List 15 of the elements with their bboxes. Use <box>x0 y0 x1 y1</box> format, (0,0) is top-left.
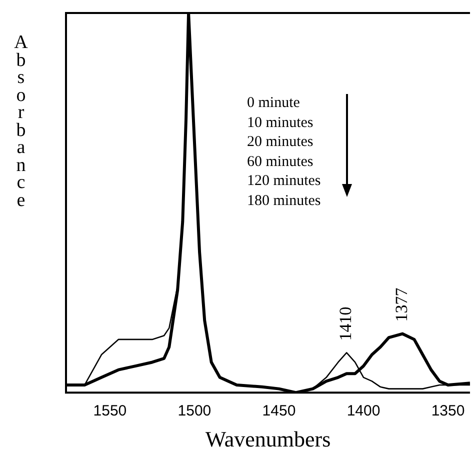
x-axis-title: Wavenumbers <box>205 426 331 452</box>
annotation: 60 minutes <box>247 152 314 172</box>
annotation: 20 minutes <box>247 133 314 152</box>
annotation: 0 minute <box>247 94 301 113</box>
text: Absorbance <box>14 32 28 210</box>
annotation: 180 minutes <box>247 192 321 210</box>
annotation: 10 minutes <box>247 114 314 132</box>
x-tick-label: 1450 <box>262 402 296 420</box>
x-tick-label: 1500 <box>178 402 212 420</box>
x-tick-label: 1400 <box>346 402 380 420</box>
annotation: 120 minutes <box>247 172 321 191</box>
x-tick-label: 1350 <box>431 402 465 420</box>
annotation: 1377 <box>392 287 411 322</box>
x-tick-label: 1550 <box>93 402 127 420</box>
annotation: 1410 <box>336 306 356 341</box>
